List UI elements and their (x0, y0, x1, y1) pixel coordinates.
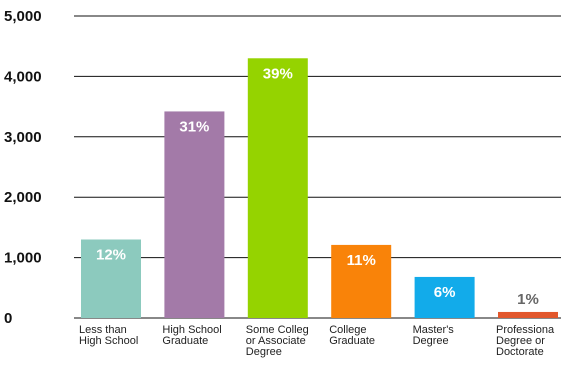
data-label: 39% (263, 65, 293, 82)
data-label: 6% (434, 284, 456, 301)
y-tick-label: 3,000 (4, 129, 42, 146)
y-tick-label: 4,000 (4, 68, 42, 85)
x-tick-label: Some Colleg or Associate Degree (246, 324, 309, 358)
x-tick-label: College Graduate (329, 324, 375, 347)
data-labels: 12% 31% 39% 11% 6% 1% (96, 65, 539, 308)
y-tick-label: 2,000 (4, 189, 42, 206)
x-axis-tick-labels: Less than High School High School Graduate S… (79, 324, 555, 358)
gridlines (74, 15, 561, 319)
x-tick-label: Less than High School (79, 324, 138, 347)
y-tick-label: 1,000 (4, 250, 42, 267)
x-tick-label: High School Graduate (162, 324, 221, 347)
bar (164, 111, 225, 318)
bar (331, 244, 392, 318)
bars (81, 58, 558, 318)
data-label: 12% (96, 246, 126, 263)
bar (498, 311, 558, 318)
x-tick-label: Professiona Degree or Doctorate (496, 324, 555, 358)
y-axis-tick-labels: 0 1,000 2,000 3,000 4,000 5,000 (4, 8, 42, 327)
data-label: 11% (347, 252, 376, 269)
y-tick-label: 0 (4, 310, 12, 327)
y-tick-label: 5,000 (4, 8, 42, 25)
bar (247, 58, 308, 318)
bar (414, 276, 475, 318)
x-tick-label: Master's Degree (413, 324, 455, 347)
data-label: 31% (179, 118, 209, 135)
bar (81, 239, 141, 318)
data-label: 1% (517, 291, 539, 308)
